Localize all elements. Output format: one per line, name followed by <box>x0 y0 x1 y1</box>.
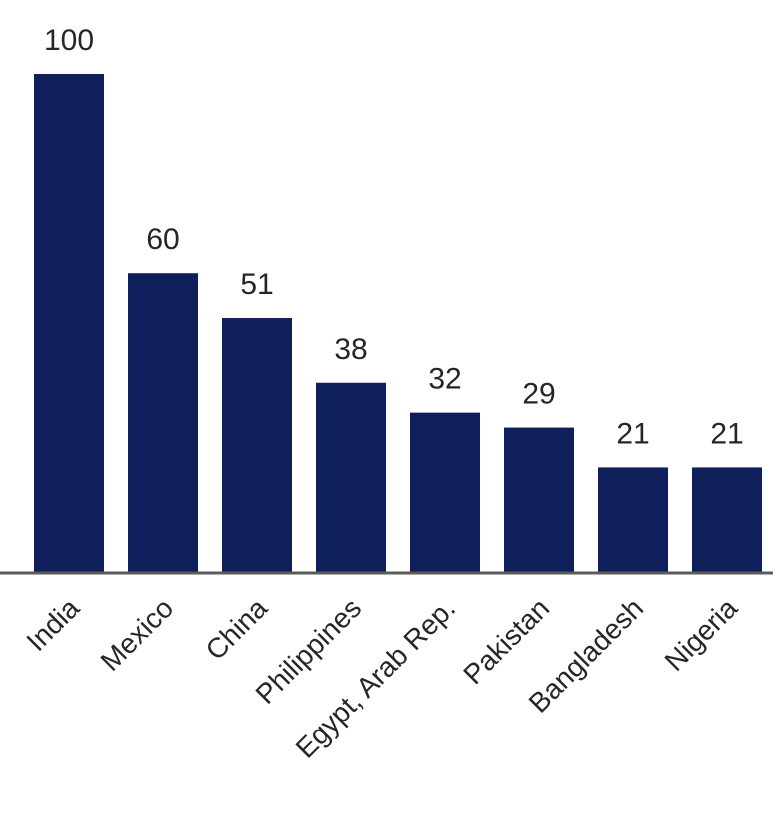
value-label-india: 100 <box>44 24 94 57</box>
value-label-bangladesh: 21 <box>616 417 649 450</box>
category-label-china: China <box>200 592 274 666</box>
value-label-china: 51 <box>240 268 273 301</box>
value-labels-layer: 100 60 51 38 32 29 21 21 <box>44 24 744 450</box>
category-label-india: India <box>20 592 85 657</box>
bar-egypt-arab-rep <box>410 412 480 572</box>
value-label-philippines: 38 <box>334 333 367 366</box>
value-label-mexico: 60 <box>146 223 179 256</box>
bar-philippines <box>316 382 386 572</box>
value-label-egypt-arab-rep: 32 <box>428 363 461 396</box>
value-label-nigeria: 21 <box>710 417 743 450</box>
bars-layer <box>34 74 762 572</box>
bar-mexico <box>128 273 198 572</box>
category-label-pakistan: Pakistan <box>457 592 555 690</box>
bar-nigeria <box>692 467 762 572</box>
category-label-nigeria: Nigeria <box>659 592 744 677</box>
bar-bangladesh <box>598 467 668 572</box>
category-label-mexico: Mexico <box>95 592 180 677</box>
bar-pakistan <box>504 427 574 572</box>
value-label-pakistan: 29 <box>522 378 555 411</box>
category-label-egypt-arab-rep: Egypt, Arab Rep. <box>290 592 462 764</box>
bar-china <box>222 318 292 572</box>
bar-india <box>34 74 104 572</box>
